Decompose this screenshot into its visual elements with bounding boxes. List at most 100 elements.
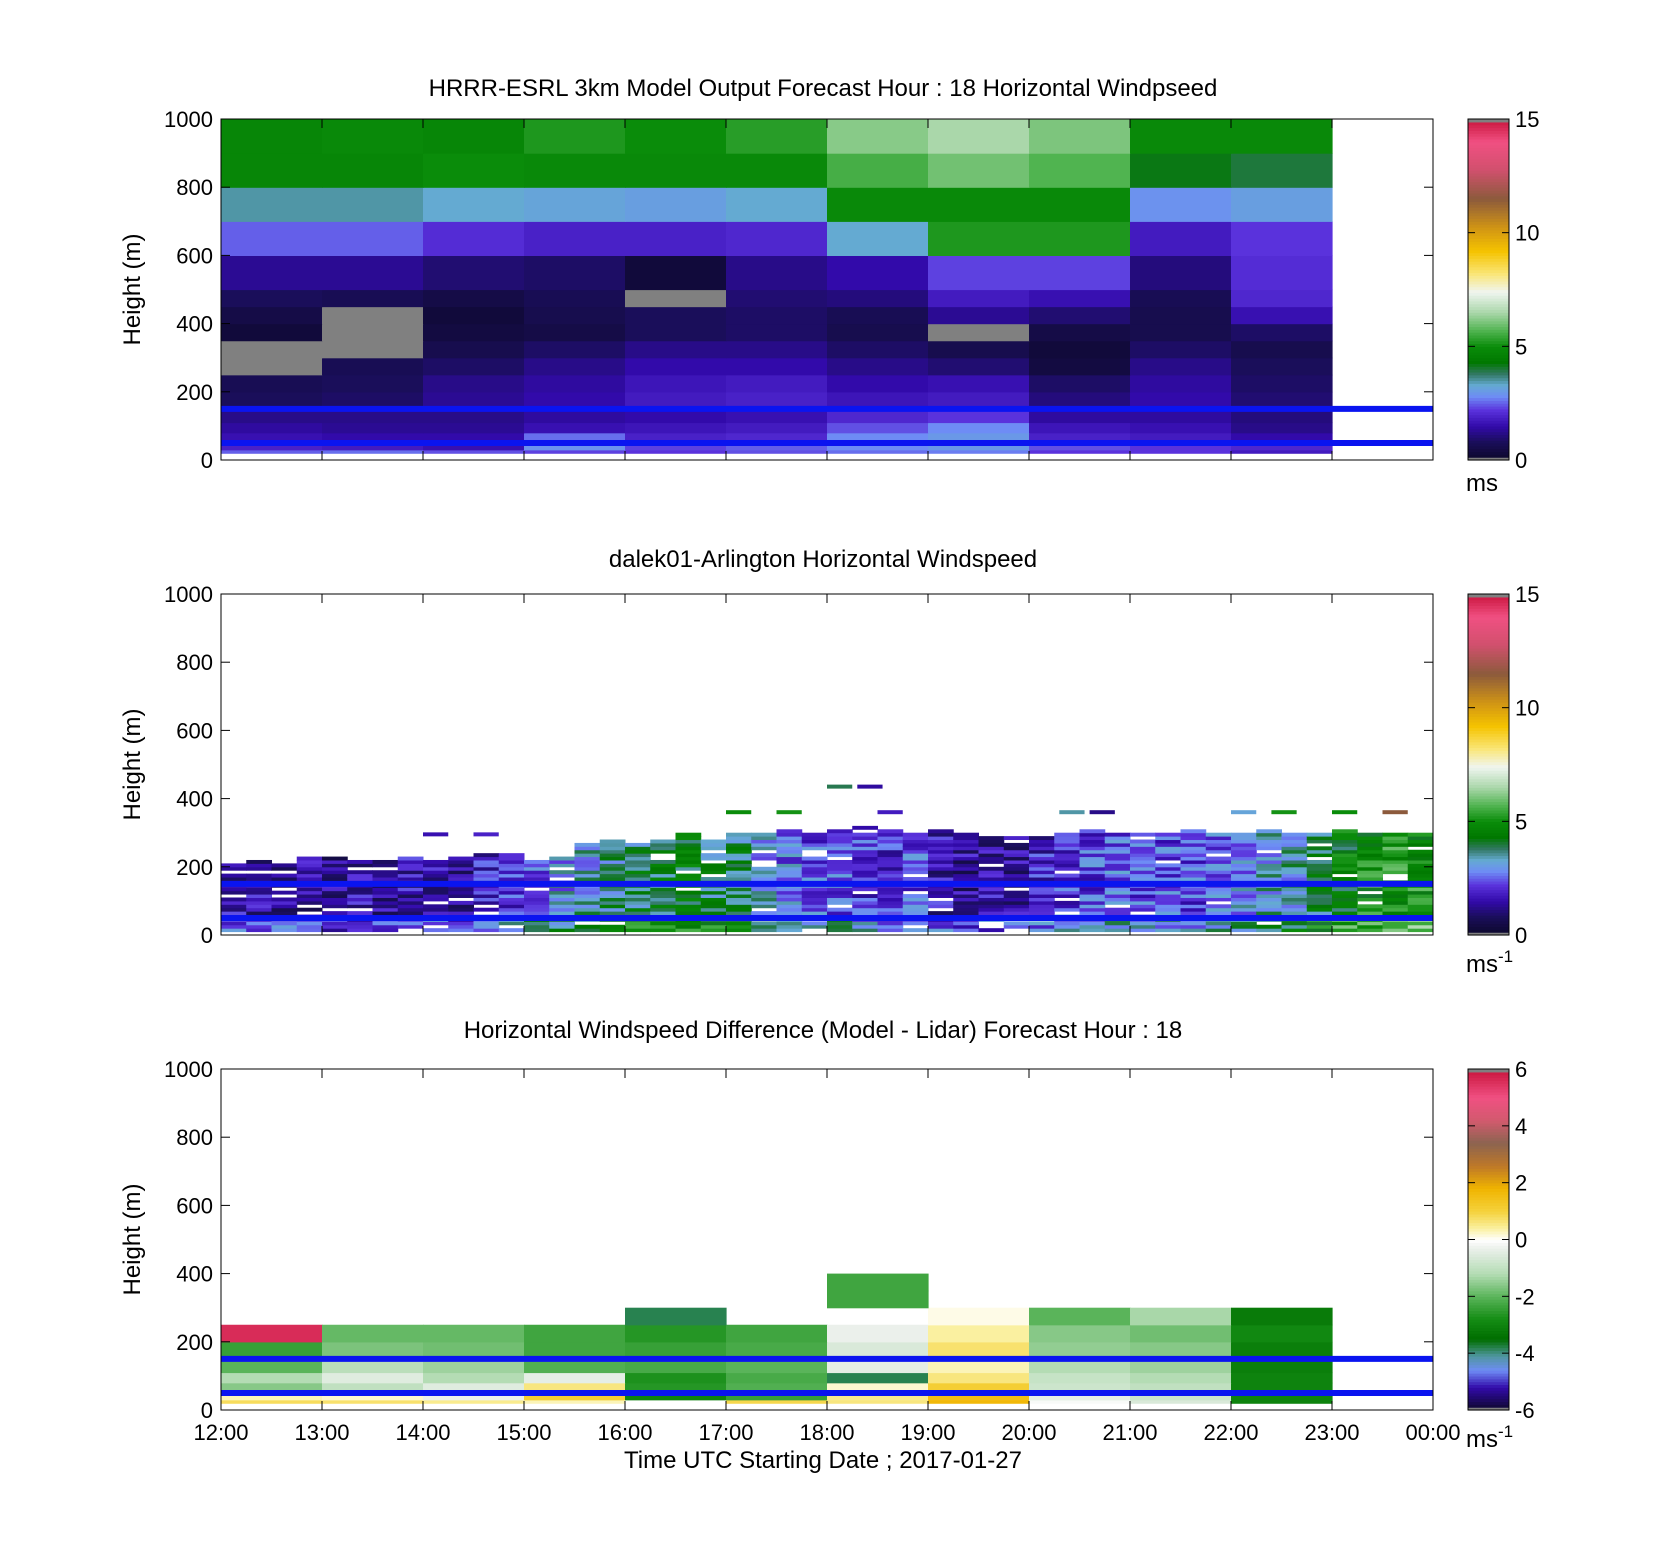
- heatmap-cell: [827, 119, 929, 154]
- y-tick-label: 0: [201, 923, 213, 948]
- heatmap-cell: [902, 846, 929, 851]
- colorbar-swatch: [1468, 1265, 1509, 1269]
- y-tick-label: 600: [176, 718, 213, 743]
- heatmap-cell: [271, 900, 298, 905]
- heatmap-cell: [574, 873, 601, 878]
- heatmap-cell: [827, 928, 853, 933]
- heatmap-cell: [827, 432, 929, 444]
- colorbar-swatch: [1468, 716, 1509, 720]
- heatmap-cell: [1054, 866, 1080, 871]
- heatmap-cell: [928, 877, 954, 881]
- colorbar-swatch: [1468, 613, 1509, 618]
- heatmap-cell: [1306, 890, 1333, 895]
- heatmap-cell: [1155, 887, 1181, 892]
- colorbar-swatch: [1468, 849, 1509, 854]
- heatmap-cell: [524, 911, 550, 916]
- heatmap-cell: [1306, 911, 1333, 916]
- heatmap-cell: [1054, 853, 1080, 858]
- x-axis-label: Time UTC Starting Date ; 2017-01-27: [624, 1447, 1022, 1474]
- colorbar-swatch: [1468, 292, 1509, 296]
- colorbar-frame: [1467, 593, 1510, 936]
- colorbar-swatch: [1468, 1182, 1509, 1187]
- heatmap-cell: [423, 119, 525, 154]
- heatmap-cell: [928, 890, 954, 895]
- heatmap-cell: [1231, 863, 1257, 868]
- y-tick-label: 400: [176, 1262, 213, 1287]
- heatmap-cell: [1332, 924, 1358, 929]
- heatmap-cell: [852, 907, 878, 912]
- heatmap-cell: [1205, 921, 1232, 926]
- heatmap-cell: [726, 1399, 828, 1404]
- colorbar-swatch: [1468, 619, 1509, 624]
- heatmap-cell: [625, 890, 651, 895]
- colorbar-swatch: [1468, 386, 1509, 390]
- colorbar-swatch: [1468, 1097, 1509, 1101]
- heatmap-cell: [397, 897, 424, 902]
- heatmap-cell: [827, 829, 853, 834]
- x-tick-label: 13:00: [294, 1420, 349, 1445]
- heatmap-cell: [296, 866, 323, 871]
- heatmap-cell: [1029, 422, 1131, 434]
- colorbar-swatch: [1468, 1205, 1509, 1209]
- heatmap-cell: [928, 323, 1030, 342]
- heatmap-cell: [221, 408, 323, 424]
- heatmap-cell: [877, 839, 904, 844]
- colorbar-swatch: [1468, 354, 1509, 359]
- heatmap-cell: [928, 842, 954, 847]
- heatmap-cell: [221, 911, 247, 916]
- heatmap-cell: [1130, 859, 1156, 864]
- heatmap-cell: [852, 887, 878, 892]
- colorbar-swatch: [1468, 753, 1509, 757]
- heatmap-cell: [1180, 836, 1207, 841]
- heatmap-cell: [1155, 856, 1181, 861]
- colorbar-swatch: [1468, 1179, 1509, 1184]
- heatmap-cell: [1205, 887, 1232, 892]
- heatmap-cell: [296, 873, 323, 878]
- heatmap-cell: [473, 897, 500, 902]
- heatmap-cell: [1104, 924, 1131, 929]
- heatmap-cell: [1332, 842, 1358, 847]
- heatmap-cell: [423, 1372, 525, 1384]
- colorbar-tick-label: 5: [1515, 809, 1527, 834]
- heatmap-cell: [1281, 832, 1308, 837]
- heatmap-cell: [675, 846, 702, 851]
- colorbar-swatch: [1468, 150, 1509, 154]
- heatmap-cell: [801, 921, 828, 926]
- heatmap-cell: [751, 873, 777, 878]
- heatmap-cell: [827, 1392, 929, 1401]
- heatmap-cell: [1180, 839, 1207, 844]
- colorbar-swatch: [1468, 1375, 1509, 1380]
- heatmap-cell: [599, 839, 626, 844]
- heatmap-cell: [1054, 842, 1080, 847]
- heatmap-cell: [524, 1358, 626, 1374]
- colorbar-swatch: [1468, 334, 1509, 339]
- heatmap-cell: [1079, 887, 1106, 892]
- heatmap-cell: [221, 1358, 323, 1374]
- heatmap-cell: [599, 866, 626, 871]
- heatmap-cell: [246, 904, 272, 909]
- heatmap-cell: [599, 849, 626, 854]
- colorbar-swatch: [1468, 218, 1509, 222]
- heatmap-cell: [1003, 900, 1030, 905]
- heatmap-cell: [726, 924, 752, 929]
- heatmap-cell: [852, 832, 878, 837]
- heatmap-cell: [322, 153, 424, 188]
- heatmap-cell: [1231, 900, 1257, 905]
- colorbar-swatch: [1468, 821, 1509, 825]
- heatmap-cell: [221, 442, 323, 451]
- y-tick-label: 1000: [164, 107, 213, 132]
- heatmap-cell: [953, 887, 979, 892]
- colorbar-swatch: [1468, 1302, 1509, 1306]
- colorbar-swatch: [1468, 411, 1509, 416]
- heatmap-cell: [1205, 877, 1232, 881]
- heatmap-cell: [322, 255, 424, 291]
- heatmap-cell: [1281, 894, 1308, 898]
- heatmap-cell: [877, 870, 904, 875]
- heatmap-cell: [650, 904, 676, 909]
- heatmap-cell: [1281, 846, 1308, 851]
- heatmap-cell: [1104, 866, 1131, 871]
- heatmap-cell: [928, 432, 1030, 444]
- colorbar-swatch: [1468, 1188, 1509, 1192]
- heatmap-cell: [726, 1341, 828, 1360]
- heatmap-cell: [322, 863, 348, 868]
